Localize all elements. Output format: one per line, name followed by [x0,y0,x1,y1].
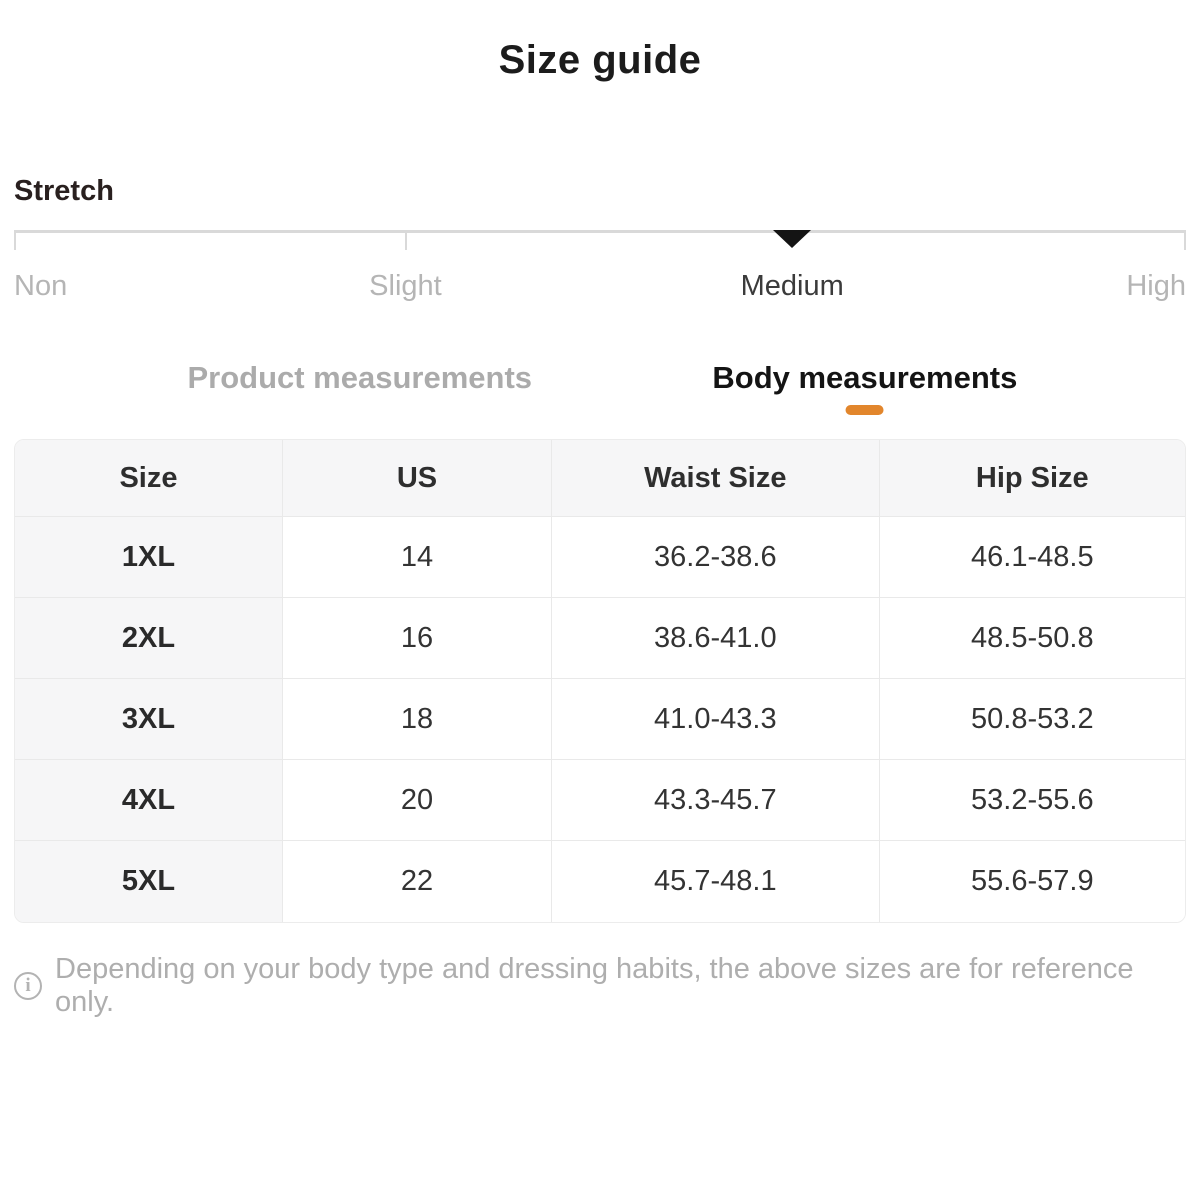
info-icon: i [14,972,42,1000]
cell-hip: 55.6-57.9 [879,841,1185,922]
stretch-option-slight: Slight [369,270,442,302]
stretch-marker-triangle-icon [773,230,812,248]
stretch-tick-high [1184,230,1186,250]
cell-waist: 45.7-48.1 [552,841,880,922]
size-table-header-row: Size US Waist Size Hip Size [15,440,1185,517]
stretch-tick-slight [405,230,408,250]
table-row: 5XL 22 45.7-48.1 55.6-57.9 [15,841,1185,922]
measurement-tabs: Product measurements Body measurements [14,360,1186,434]
reference-disclaimer: i Depending on your body type and dressi… [14,953,1186,1019]
stretch-tick-non [14,230,16,250]
stretch-option-medium: Medium [740,270,844,302]
stretch-scale: Non Slight Medium High [14,230,1186,338]
tab-body-measurements[interactable]: Body measurements [712,360,1017,415]
table-row: 2XL 16 38.6-41.0 48.5-50.8 [15,598,1185,679]
cell-size: 2XL [15,598,283,679]
size-table-container: Size US Waist Size Hip Size 1XL 14 36.2-… [14,439,1186,923]
cell-size: 3XL [15,679,283,760]
column-header-us: US [282,440,553,517]
tab-body-measurements-label: Body measurements [712,360,1018,395]
cell-size: 1XL [15,517,283,598]
cell-us: 16 [282,598,553,679]
cell-us: 14 [282,517,553,598]
cell-hip: 50.8-53.2 [879,679,1185,760]
stretch-option-high: High [1126,270,1186,302]
table-row: 3XL 18 41.0-43.3 50.8-53.2 [15,679,1185,760]
size-table: Size US Waist Size Hip Size 1XL 14 36.2-… [15,440,1185,922]
stretch-label: Stretch [14,175,114,207]
stretch-labels: Non Slight Medium High [14,270,1186,306]
cell-us: 18 [282,679,553,760]
column-header-size: Size [15,440,283,517]
stretch-option-non: Non [14,270,68,302]
cell-us: 22 [282,841,553,922]
column-header-hip: Hip Size [879,440,1185,517]
active-tab-underline [845,405,884,415]
cell-waist: 38.6-41.0 [552,598,880,679]
cell-waist: 43.3-45.7 [552,760,880,841]
cell-waist: 36.2-38.6 [552,517,880,598]
cell-size: 4XL [15,760,283,841]
table-row: 4XL 20 43.3-45.7 53.2-55.6 [15,760,1185,841]
cell-hip: 46.1-48.5 [879,517,1185,598]
stretch-track [14,230,1186,233]
cell-hip: 53.2-55.6 [879,760,1185,841]
page-title: Size guide [498,38,702,82]
tab-product-measurements-label: Product measurements [187,360,533,395]
cell-us: 20 [282,760,553,841]
cell-waist: 41.0-43.3 [552,679,880,760]
column-header-waist: Waist Size [552,440,880,517]
cell-size: 5XL [15,841,283,922]
tab-product-measurements[interactable]: Product measurements [187,360,532,396]
table-row: 1XL 14 36.2-38.6 46.1-48.5 [15,517,1185,598]
cell-hip: 48.5-50.8 [879,598,1185,679]
reference-disclaimer-text: Depending on your body type and dressing… [55,953,1134,1018]
